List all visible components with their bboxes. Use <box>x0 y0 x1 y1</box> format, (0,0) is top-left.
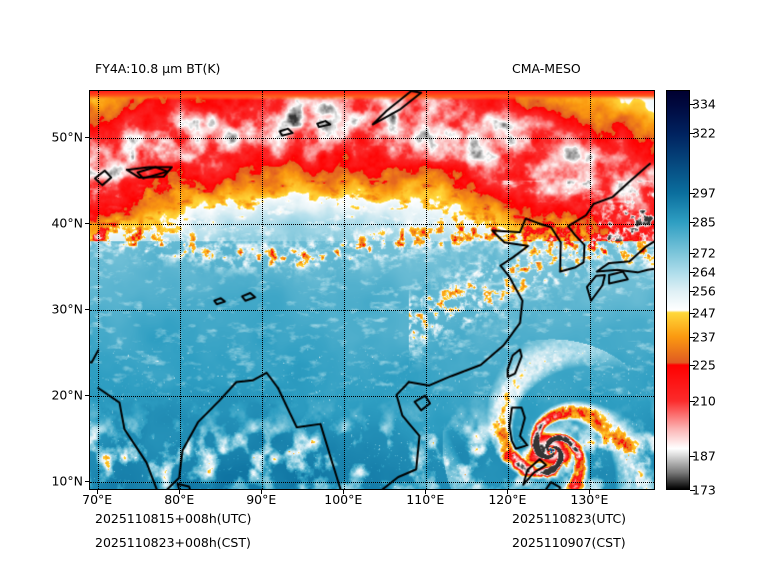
ytick-label: 30°N <box>51 301 83 317</box>
ytick-label: 10°N <box>51 473 83 489</box>
tickmark-lat <box>85 395 89 397</box>
tickmark-lon <box>425 490 427 494</box>
colorbar-tickmark <box>690 312 695 314</box>
colorbar-tickmark <box>690 192 695 194</box>
colorbar-tick-label: 285 <box>692 214 716 230</box>
ytick-label: 40°N <box>51 215 83 231</box>
colorbar-tick-label: 187 <box>692 448 716 464</box>
colorbar-tick-label: 272 <box>692 245 716 261</box>
xtick-label: 100°E <box>324 492 363 507</box>
tickmark-lat <box>85 223 89 225</box>
xtick-label: 110°E <box>406 492 445 507</box>
footer-valid-cst: 2025110823+008h(CST) <box>95 535 251 550</box>
tickmark-lat <box>85 137 89 139</box>
colorbar <box>666 90 690 490</box>
tickmark-lon <box>507 490 509 494</box>
colorbar-tick-label: 173 <box>692 482 716 498</box>
tickmark-lat <box>85 309 89 311</box>
tickmark-lon <box>179 490 181 494</box>
colorbar-tickmark <box>690 221 695 223</box>
colorbar-tick-label: 210 <box>692 393 716 409</box>
colorbar-tickmark <box>690 104 695 106</box>
satellite-map-plot <box>89 90 655 490</box>
tickmark-lon <box>343 490 345 494</box>
ytick-label: 20°N <box>51 387 83 403</box>
colorbar-gradient <box>667 91 689 489</box>
xtick-label: 90°E <box>246 492 277 507</box>
colorbar-tickmark <box>690 133 695 135</box>
colorbar-tick-label: 237 <box>692 329 716 345</box>
ytick-label: 50°N <box>51 129 83 145</box>
colorbar-tick-label: 264 <box>692 264 716 280</box>
colorbar-tickmark <box>690 272 695 274</box>
colorbar-tick-label: 334 <box>692 96 716 112</box>
colorbar-tick-label: 247 <box>692 305 716 321</box>
footer-obs-cst: 2025110907(CST) <box>512 535 626 550</box>
colorbar-tickmark <box>690 336 695 338</box>
colorbar-tickmark <box>690 401 695 403</box>
xtick-label: 70°E <box>82 492 113 507</box>
xtick-label: 130°E <box>570 492 609 507</box>
xtick-label: 120°E <box>488 492 527 507</box>
model-title: CMA-MESO <box>512 61 581 76</box>
colorbar-tickmark <box>690 456 695 458</box>
tickmark-lon <box>261 490 263 494</box>
xtick-label: 80°E <box>164 492 195 507</box>
colorbar-tickmark <box>690 252 695 254</box>
colorbar-tick-label: 256 <box>692 283 716 299</box>
product-title: FY4A:10.8 μm BT(K) <box>95 61 221 76</box>
colorbar-tick-label: 297 <box>692 185 716 201</box>
footer-valid-utc: 2025110815+008h(UTC) <box>95 511 252 526</box>
brightness-temperature-image <box>90 91 654 489</box>
bt-raster <box>90 91 654 489</box>
tickmark-lat <box>85 481 89 483</box>
tickmark-lon <box>97 490 99 494</box>
colorbar-tickmark <box>690 490 695 491</box>
colorbar-tickmark <box>690 291 695 293</box>
colorbar-tick-label: 322 <box>692 125 716 141</box>
colorbar-tickmark <box>690 365 695 367</box>
tickmark-lon <box>589 490 591 494</box>
footer-obs-utc: 2025110823(UTC) <box>512 511 627 526</box>
colorbar-tick-label: 225 <box>692 357 716 373</box>
